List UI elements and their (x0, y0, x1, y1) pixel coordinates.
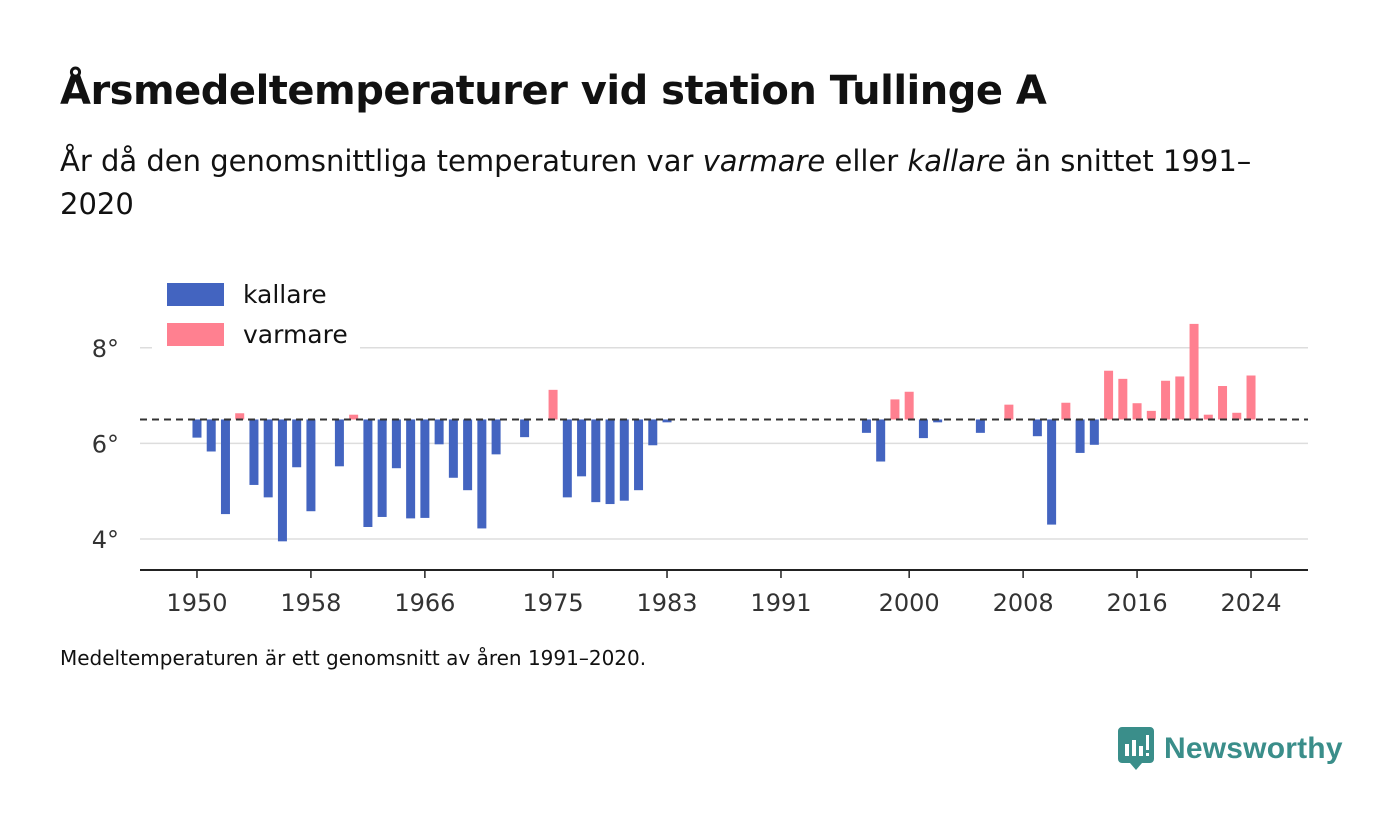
x-tick-label: 1983 (636, 589, 697, 617)
bar-kallare (662, 419, 672, 423)
bar-varmare (1218, 386, 1228, 420)
bar-kallare (377, 419, 387, 517)
bar-varmare (1175, 376, 1185, 420)
bar-kallare (861, 419, 871, 433)
subtitle-cold: kallare (907, 144, 1006, 178)
bar-kallare (192, 419, 202, 438)
bar-varmare (1061, 402, 1071, 420)
bar-kallare (420, 419, 430, 518)
brand-name: Newsworthy (1164, 732, 1343, 765)
bar-varmare (349, 414, 359, 420)
bar-varmare (1232, 412, 1242, 420)
bar-kallare (277, 419, 287, 542)
bar-varmare (1104, 370, 1114, 420)
bar-varmare (1146, 410, 1156, 420)
bar-kallare (292, 419, 302, 468)
bar-varmare (1118, 378, 1128, 420)
bar-kallare (619, 419, 629, 501)
bar-varmare (890, 399, 900, 420)
bar-kallare (406, 419, 416, 519)
bar-kallare (1075, 419, 1085, 453)
x-tick-label: 1991 (750, 589, 811, 617)
x-tick-label: 2016 (1107, 589, 1168, 617)
bar-kallare (477, 419, 487, 529)
bar-kallare (448, 419, 458, 478)
bar-kallare (263, 419, 273, 498)
bar-varmare (1203, 414, 1213, 420)
newsworthy-logo-icon (1118, 727, 1154, 770)
subtitle-text-3: än snittet 1991–2020 (60, 144, 1252, 221)
bar-kallare (577, 419, 587, 477)
bar-kallare (520, 419, 530, 438)
chart-subtitle: År då den genomsnittliga temperaturen va… (60, 140, 1300, 226)
bar-kallare (1032, 419, 1042, 437)
bar-kallare (634, 419, 644, 491)
y-tick-label: 8° (92, 335, 119, 363)
bar-kallare (491, 419, 501, 455)
x-tick-label: 1950 (166, 589, 227, 617)
bar-kallare (918, 419, 928, 439)
bar-varmare (548, 389, 558, 420)
x-tick-label: 2000 (879, 589, 940, 617)
bar-kallare (1047, 419, 1057, 525)
bar-kallare (391, 419, 401, 469)
subtitle-text-2: eller (825, 144, 908, 178)
bar-varmare (1189, 323, 1199, 420)
bar-varmare (235, 413, 245, 420)
x-tick-label: 1958 (280, 589, 341, 617)
x-tick-label: 2008 (993, 589, 1054, 617)
bar-varmare (1132, 403, 1142, 420)
bar-kallare (591, 419, 601, 503)
footnote: Medeltemperaturen är ett genomsnitt av å… (60, 646, 647, 670)
bar-kallare (434, 419, 444, 445)
bar-varmare (904, 391, 914, 420)
subtitle-warm: varmare (702, 144, 826, 178)
bar-kallare (220, 419, 230, 515)
bar-kallare (876, 419, 886, 462)
legend-swatch-varmare (167, 323, 224, 346)
bar-kallare (334, 419, 344, 467)
bar-kallare (206, 419, 216, 452)
chart-title: Årsmedeltemperaturer vid station Tulling… (60, 68, 1047, 114)
bar-varmare (1004, 404, 1014, 420)
x-tick-label: 1975 (523, 589, 584, 617)
bar-kallare (648, 419, 658, 446)
legend-swatch-kallare (167, 283, 224, 306)
legend-label-varmare: varmare (243, 320, 348, 349)
bar-kallare (363, 419, 373, 527)
bar-kallare (975, 419, 985, 433)
bar-varmare (1246, 375, 1256, 420)
x-tick-label: 1966 (394, 589, 455, 617)
legend-label-kallare: kallare (243, 280, 327, 309)
bar-kallare (1089, 419, 1099, 445)
bar-kallare (562, 419, 572, 498)
brand-logo: Newsworthy (1118, 727, 1343, 771)
x-tick-label: 2024 (1220, 589, 1281, 617)
y-tick-label: 4° (92, 526, 119, 554)
bar-kallare (249, 419, 259, 485)
bar-varmare (1161, 380, 1171, 420)
bar-kallare (306, 419, 316, 512)
bar-kallare (605, 419, 615, 505)
subtitle-text-1: År då den genomsnittliga temperaturen va… (60, 144, 703, 178)
y-tick-label: 6° (92, 430, 119, 458)
bar-kallare (463, 419, 473, 491)
bar-kallare (933, 419, 943, 423)
